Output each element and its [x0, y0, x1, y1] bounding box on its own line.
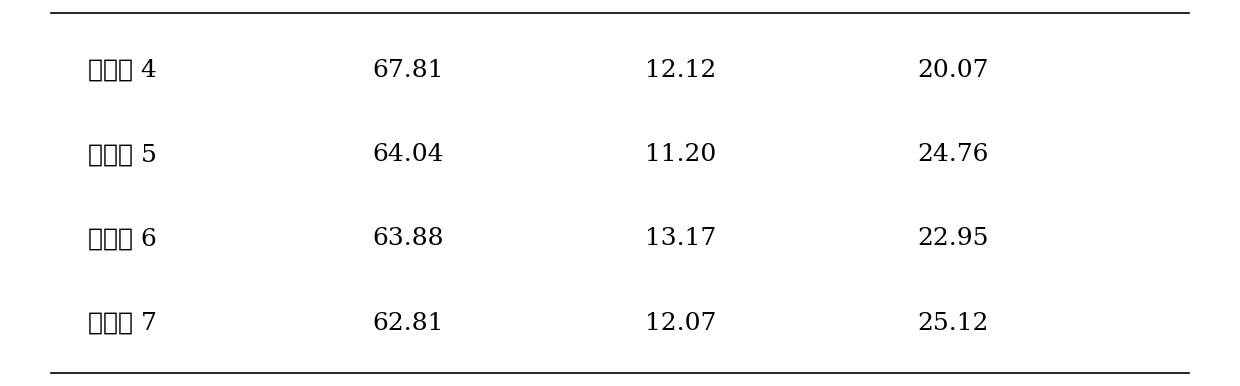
Text: 11.20: 11.20 [645, 143, 715, 166]
Text: 实施例 7: 实施例 7 [88, 312, 157, 335]
Text: 实施例 5: 实施例 5 [88, 143, 157, 166]
Text: 22.95: 22.95 [916, 227, 988, 251]
Text: 13.17: 13.17 [645, 227, 715, 251]
Text: 25.12: 25.12 [916, 312, 988, 335]
Text: 24.76: 24.76 [916, 143, 988, 166]
Text: 62.81: 62.81 [372, 312, 444, 335]
Text: 64.04: 64.04 [372, 143, 444, 166]
Text: 67.81: 67.81 [372, 59, 444, 82]
Text: 20.07: 20.07 [916, 59, 988, 82]
Text: 12.12: 12.12 [645, 59, 715, 82]
Text: 12.07: 12.07 [645, 312, 717, 335]
Text: 实施例 4: 实施例 4 [88, 59, 157, 82]
Text: 实施例 6: 实施例 6 [88, 227, 157, 251]
Text: 63.88: 63.88 [372, 227, 444, 251]
